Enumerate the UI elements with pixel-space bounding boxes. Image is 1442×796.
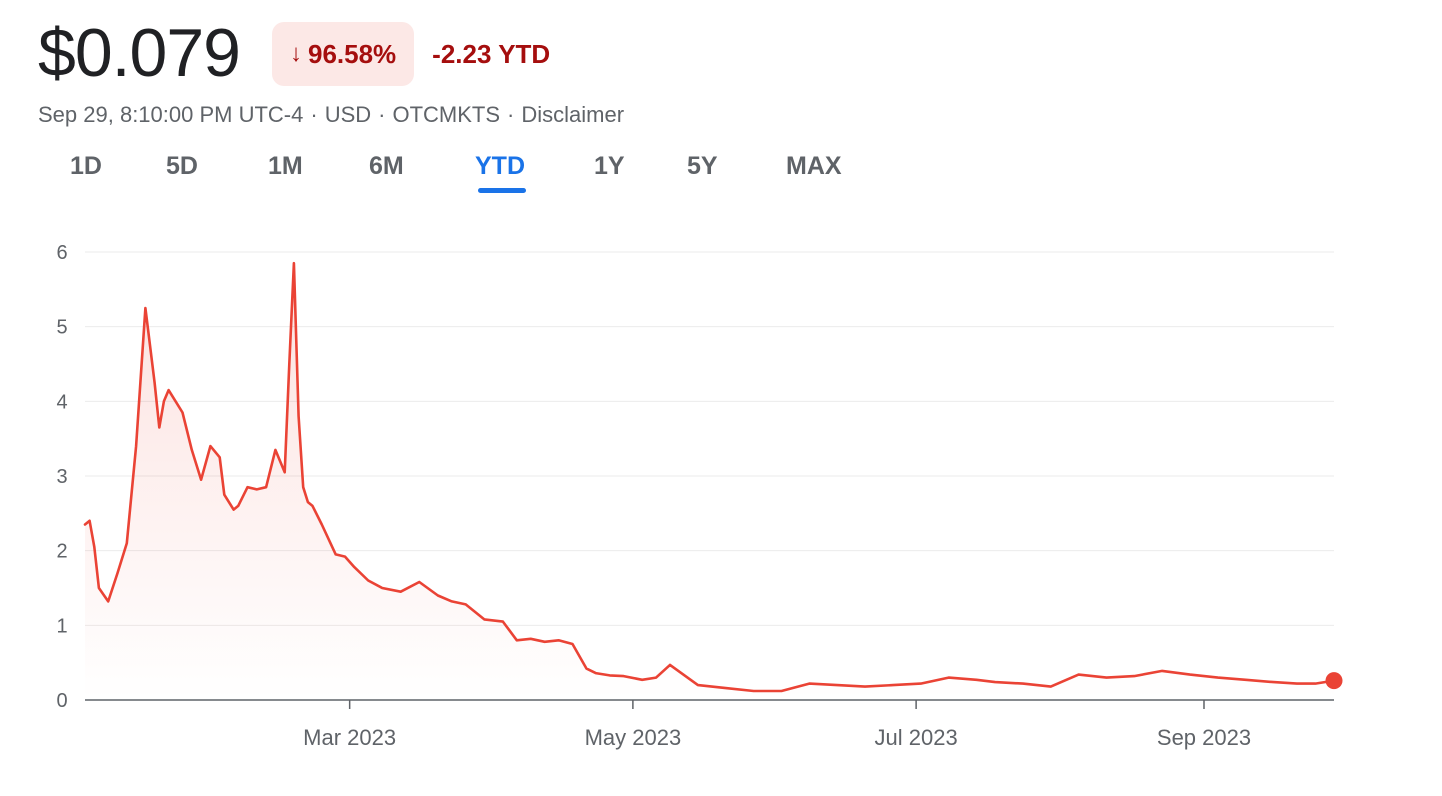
meta-separator: · (378, 102, 386, 127)
tab-max[interactable]: MAX (786, 152, 842, 180)
quote-timestamp: Sep 29, 8:10:00 PM UTC-4 (38, 102, 304, 127)
tab-6m[interactable]: 6M (369, 152, 404, 180)
quote-meta: Sep 29, 8:10:00 PM UTC-4 · USD · OTCMKTS… (38, 102, 624, 128)
last-price-marker (1325, 672, 1343, 690)
y-tick-label: 1 (56, 615, 67, 637)
tab-1d[interactable]: 1D (70, 152, 102, 180)
tab-1y[interactable]: 1Y (594, 152, 625, 180)
quote-currency: USD (324, 102, 372, 127)
series-line (83, 261, 1336, 693)
x-tick-label: May 2023 (585, 725, 682, 750)
meta-separator: · (507, 102, 515, 127)
change-ytd: -2.23 YTD (432, 38, 551, 69)
y-tick-label: 0 (56, 690, 67, 712)
price: $0.079 (38, 15, 241, 91)
y-tick-label: 2 (56, 541, 67, 563)
quote-header: $0.079 ↓ 96.58% -2.23 YTD (38, 14, 550, 92)
y-tick-label: 6 (56, 242, 67, 264)
tab-5y[interactable]: 5Y (687, 152, 718, 180)
meta-separator: · (310, 102, 318, 127)
y-tick-label: 4 (56, 391, 67, 413)
tab-5d[interactable]: 5D (166, 152, 198, 180)
x-tick-label: Mar 2023 (303, 725, 396, 750)
change-badge: ↓ 96.58% (271, 22, 415, 86)
series-area (85, 263, 1334, 700)
y-tick-label: 5 (56, 317, 67, 339)
disclaimer-link[interactable]: Disclaimer (521, 102, 625, 127)
y-tick-label: 3 (56, 466, 67, 488)
tab-1m[interactable]: 1M (268, 152, 303, 180)
change-percent: 96.58% (307, 38, 397, 69)
x-tick-label: Jul 2023 (875, 725, 958, 750)
x-tick-label: Sep 2023 (1157, 725, 1251, 750)
quote-exchange: OTCMKTS (392, 102, 501, 127)
active-tab-indicator (478, 188, 526, 193)
arrow-down-icon: ↓ (289, 40, 302, 67)
tab-ytd[interactable]: YTD (475, 152, 525, 180)
